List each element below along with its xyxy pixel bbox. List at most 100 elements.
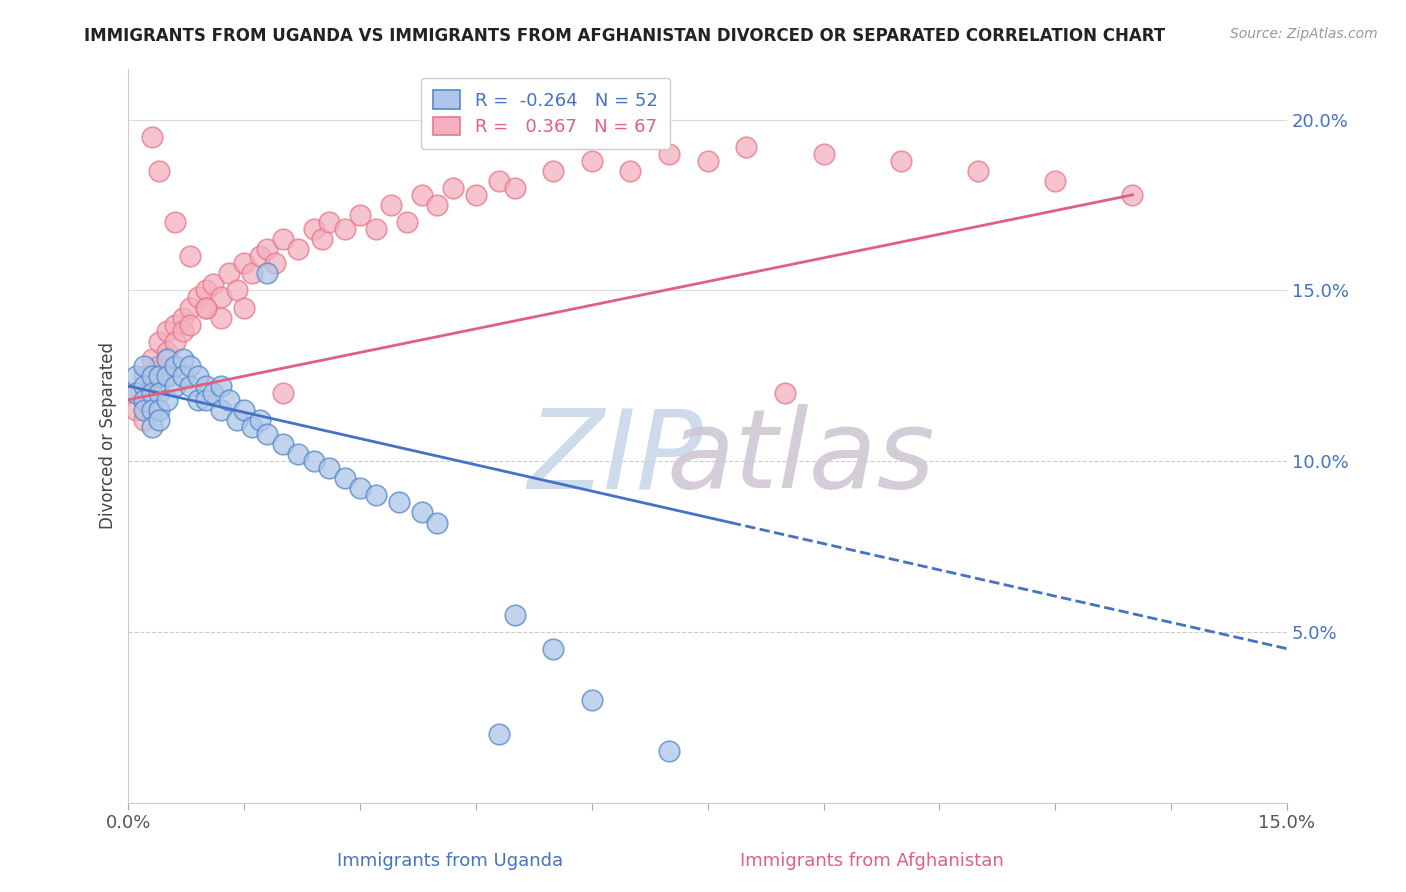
Point — [141, 368, 163, 383]
Point — [311, 232, 333, 246]
Point — [125, 385, 148, 400]
Point — [141, 385, 163, 400]
Point — [156, 345, 179, 359]
Point — [132, 379, 155, 393]
Point — [426, 516, 449, 530]
Point — [581, 153, 603, 168]
Point — [209, 290, 232, 304]
Point — [179, 379, 201, 393]
Point — [156, 368, 179, 383]
Point — [318, 215, 340, 229]
Point — [735, 140, 758, 154]
Point — [141, 385, 163, 400]
Point — [364, 222, 387, 236]
Point — [148, 164, 170, 178]
Point — [225, 284, 247, 298]
Point — [271, 437, 294, 451]
Point — [264, 256, 287, 270]
Point — [426, 198, 449, 212]
Point — [349, 208, 371, 222]
Text: atlas: atlas — [666, 404, 935, 511]
Text: Immigrants from Afghanistan: Immigrants from Afghanistan — [740, 852, 1004, 870]
Point — [318, 461, 340, 475]
Point — [696, 153, 718, 168]
Point — [302, 454, 325, 468]
Point — [488, 727, 510, 741]
Point — [156, 368, 179, 383]
Point — [581, 693, 603, 707]
Point — [202, 277, 225, 291]
Point — [172, 368, 194, 383]
Point — [179, 301, 201, 315]
Point — [395, 215, 418, 229]
Point — [488, 174, 510, 188]
Point — [349, 482, 371, 496]
Point — [256, 266, 278, 280]
Point — [233, 301, 256, 315]
Point — [125, 368, 148, 383]
Point — [132, 359, 155, 373]
Text: Immigrants from Uganda: Immigrants from Uganda — [337, 852, 562, 870]
Point — [411, 505, 433, 519]
Point — [172, 351, 194, 366]
Point — [256, 243, 278, 257]
Point — [619, 164, 641, 178]
Point — [172, 325, 194, 339]
Point — [225, 413, 247, 427]
Point — [411, 187, 433, 202]
Point — [187, 368, 209, 383]
Point — [209, 403, 232, 417]
Point — [218, 266, 240, 280]
Point — [125, 385, 148, 400]
Point — [1121, 187, 1143, 202]
Point — [271, 385, 294, 400]
Point — [333, 222, 356, 236]
Point — [141, 403, 163, 417]
Point — [141, 351, 163, 366]
Point — [364, 488, 387, 502]
Point — [172, 310, 194, 325]
Point — [233, 256, 256, 270]
Point — [658, 744, 681, 758]
Text: Source: ZipAtlas.com: Source: ZipAtlas.com — [1230, 27, 1378, 41]
Point — [132, 392, 155, 407]
Point — [132, 413, 155, 427]
Point — [194, 301, 217, 315]
Point — [271, 232, 294, 246]
Point — [148, 385, 170, 400]
Point — [179, 359, 201, 373]
Point — [141, 420, 163, 434]
Point — [503, 607, 526, 622]
Point — [163, 215, 186, 229]
Point — [302, 222, 325, 236]
Text: ZIP: ZIP — [527, 404, 703, 511]
Point — [132, 368, 155, 383]
Point — [249, 413, 271, 427]
Point — [156, 325, 179, 339]
Point — [141, 368, 163, 383]
Point — [163, 359, 186, 373]
Point — [287, 447, 309, 461]
Point — [773, 385, 796, 400]
Point — [333, 471, 356, 485]
Point — [1045, 174, 1067, 188]
Point — [163, 379, 186, 393]
Point — [287, 243, 309, 257]
Point — [465, 187, 488, 202]
Point — [541, 642, 564, 657]
Point — [209, 379, 232, 393]
Point — [503, 181, 526, 195]
Point — [194, 379, 217, 393]
Point — [163, 334, 186, 349]
Point — [148, 359, 170, 373]
Point — [194, 284, 217, 298]
Point — [218, 392, 240, 407]
Point — [240, 420, 263, 434]
Point — [132, 392, 155, 407]
Point — [541, 164, 564, 178]
Point — [187, 290, 209, 304]
Point — [890, 153, 912, 168]
Point — [249, 249, 271, 263]
Point — [156, 392, 179, 407]
Point — [187, 392, 209, 407]
